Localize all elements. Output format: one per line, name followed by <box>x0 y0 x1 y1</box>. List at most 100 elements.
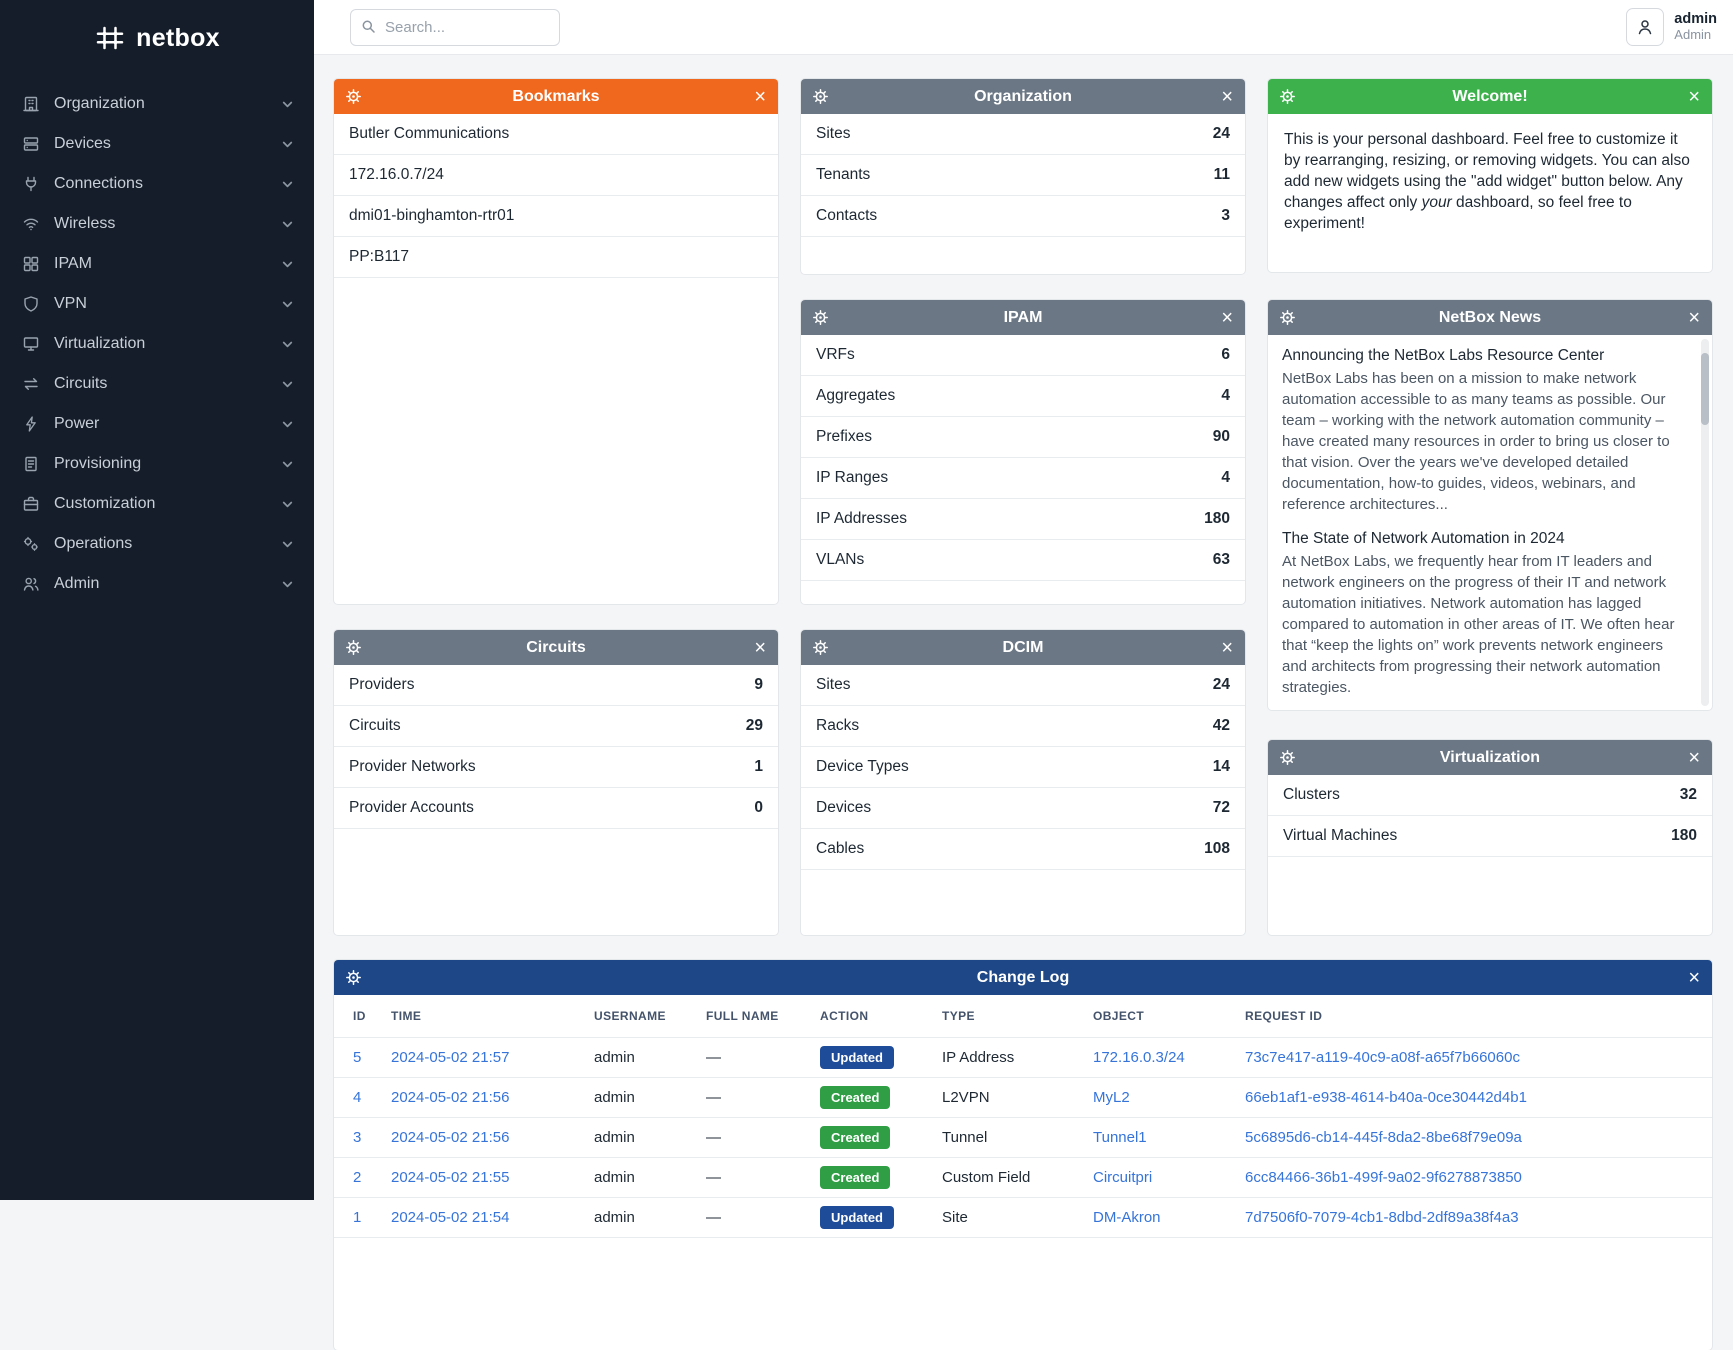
gear-icon[interactable] <box>1280 89 1295 104</box>
changelog-id-link[interactable]: 3 <box>353 1129 361 1146</box>
sidebar-item-admin[interactable]: Admin <box>0 564 314 604</box>
stat-row: Devices 72 <box>801 788 1245 829</box>
bookmark-item-dmi01-binghamton-rtr01[interactable]: dmi01-binghamton-rtr01 <box>334 196 778 237</box>
changelog-object-link[interactable]: MyL2 <box>1093 1089 1130 1106</box>
bookmarks-widget-header[interactable]: Bookmarks × <box>334 79 778 114</box>
circuits-widget: Circuits × Providers 9 Circuits 29 Provi… <box>334 630 778 935</box>
close-icon[interactable]: × <box>1688 308 1700 328</box>
sidebar-item-ipam[interactable]: IPAM <box>0 244 314 284</box>
changelog-request-link[interactable]: 73c7e417-a119-40c9-a08f-a65f7b66060c <box>1245 1049 1520 1066</box>
changelog-object-link[interactable]: Tunnel1 <box>1093 1129 1147 1146</box>
sidebar-item-label: Connections <box>54 175 143 193</box>
sidebar-item-vpn[interactable]: VPN <box>0 284 314 324</box>
changelog-id-link[interactable]: 5 <box>353 1049 361 1066</box>
close-icon[interactable]: × <box>1221 87 1233 107</box>
ipam-stats: VRFs 6 Aggregates 4 Prefixes 90 IP Range… <box>801 335 1245 604</box>
stat-label: Virtual Machines <box>1283 827 1397 845</box>
news-scrollbar-thumb[interactable] <box>1701 353 1709 425</box>
ipam-widget-header[interactable]: IPAM × <box>801 300 1245 335</box>
changelog-username: admin <box>594 1157 706 1197</box>
changelog-rows: 5 2024-05-02 21:57 admin — Updated IP Ad… <box>334 1037 1712 1237</box>
wifi-icon <box>22 215 40 233</box>
virtualization-widget-header[interactable]: Virtualization × <box>1268 740 1712 775</box>
changelog-object-link[interactable]: DM-Akron <box>1093 1209 1161 1226</box>
search-icon <box>361 19 376 34</box>
changelog-time-link[interactable]: 2024-05-02 21:54 <box>391 1209 509 1226</box>
gear-icon[interactable] <box>813 89 828 104</box>
news-article-body: At NetBox Labs, we frequently hear from … <box>1282 551 1688 698</box>
changelog-request-link[interactable]: 7d7506f0-7079-4cb1-8dbd-2df89a38f4a3 <box>1245 1209 1519 1226</box>
changelog-fullname: — <box>706 1157 820 1197</box>
search-input[interactable] <box>350 9 560 46</box>
chevron-down-icon <box>281 178 294 191</box>
stat-row: Provider Accounts 0 <box>334 788 778 829</box>
news-article-title[interactable]: The State of Network Automation in 2024 <box>1282 530 1688 548</box>
stat-value: 90 <box>1213 428 1230 446</box>
changelog-type: L2VPN <box>942 1077 1093 1117</box>
changelog-request-link[interactable]: 6cc84466-36b1-499f-9a02-9f6278873850 <box>1245 1169 1522 1186</box>
close-icon[interactable]: × <box>754 87 766 107</box>
sidebar-item-provisioning[interactable]: Provisioning <box>0 444 314 484</box>
changelog-time-link[interactable]: 2024-05-02 21:56 <box>391 1129 509 1146</box>
changelog-id-link[interactable]: 2 <box>353 1169 361 1186</box>
chevron-down-icon <box>281 498 294 511</box>
bookmark-item-172-16-0-7-24[interactable]: 172.16.0.7/24 <box>334 155 778 196</box>
organization-widget-header[interactable]: Organization × <box>801 79 1245 114</box>
changelog-object-link[interactable]: Circuitpri <box>1093 1169 1152 1186</box>
sidebar-item-circuits[interactable]: Circuits <box>0 364 314 404</box>
stat-label: Tenants <box>816 166 870 184</box>
close-icon[interactable]: × <box>1688 87 1700 107</box>
close-icon[interactable]: × <box>1688 748 1700 768</box>
server-icon <box>22 135 40 153</box>
welcome-widget-header[interactable]: Welcome! × <box>1268 79 1712 114</box>
changelog-object-link[interactable]: 172.16.0.3/24 <box>1093 1049 1185 1066</box>
gear-icon[interactable] <box>346 89 361 104</box>
changelog-id-link[interactable]: 4 <box>353 1089 361 1106</box>
gear-icon[interactable] <box>813 310 828 325</box>
action-badge: Updated <box>820 1046 894 1069</box>
widget-title: IPAM <box>801 309 1245 327</box>
stat-row: Sites 24 <box>801 665 1245 706</box>
gear-icon[interactable] <box>346 970 361 985</box>
sidebar-item-devices[interactable]: Devices <box>0 124 314 164</box>
gear-icon[interactable] <box>346 640 361 655</box>
close-icon[interactable]: × <box>1221 638 1233 658</box>
user-menu-button[interactable] <box>1626 8 1664 46</box>
changelog-widget-header[interactable]: Change Log × <box>334 960 1712 995</box>
changelog-time-link[interactable]: 2024-05-02 21:55 <box>391 1169 509 1186</box>
gear-icon[interactable] <box>813 640 828 655</box>
close-icon[interactable]: × <box>1688 968 1700 988</box>
search-wrap <box>350 9 560 46</box>
sidebar-item-operations[interactable]: Operations <box>0 524 314 564</box>
news-scrollbar[interactable] <box>1701 339 1709 706</box>
changelog-request-link[interactable]: 5c6895d6-cb14-445f-8da2-8be68f79e09a <box>1245 1129 1522 1146</box>
welcome-text-italic: your <box>1422 194 1452 211</box>
document-icon <box>22 455 40 473</box>
sidebar-item-power[interactable]: Power <box>0 404 314 444</box>
changelog-time-link[interactable]: 2024-05-02 21:57 <box>391 1049 509 1066</box>
bookmark-item-butler-communications[interactable]: Butler Communications <box>334 114 778 155</box>
close-icon[interactable]: × <box>754 638 766 658</box>
virtualization-widget: Virtualization × Clusters 32 Virtual Mac… <box>1268 740 1712 935</box>
widget-title: Change Log <box>334 969 1712 987</box>
netbox-logo[interactable]: netbox <box>0 0 314 58</box>
changelog-id-link[interactable]: 1 <box>353 1209 361 1226</box>
gear-icon[interactable] <box>1280 750 1295 765</box>
sidebar-item-customization[interactable]: Customization <box>0 484 314 524</box>
grid-icon <box>22 255 40 273</box>
circuits-widget-header[interactable]: Circuits × <box>334 630 778 665</box>
bookmark-item-pp-b117[interactable]: PP:B117 <box>334 237 778 278</box>
sidebar-item-virtualization[interactable]: Virtualization <box>0 324 314 364</box>
dcim-widget-header[interactable]: DCIM × <box>801 630 1245 665</box>
bookmark-label: PP:B117 <box>349 248 409 266</box>
changelog-time-link[interactable]: 2024-05-02 21:56 <box>391 1089 509 1106</box>
gear-icon[interactable] <box>1280 310 1295 325</box>
sidebar-item-organization[interactable]: Organization <box>0 84 314 124</box>
sidebar-item-connections[interactable]: Connections <box>0 164 314 204</box>
sidebar-item-wireless[interactable]: Wireless <box>0 204 314 244</box>
close-icon[interactable]: × <box>1221 308 1233 328</box>
news-article-title[interactable]: Announcing the NetBox Labs Resource Cent… <box>1282 347 1688 365</box>
stat-value: 42 <box>1213 717 1230 735</box>
news-widget-header[interactable]: NetBox News × <box>1268 300 1712 335</box>
changelog-request-link[interactable]: 66eb1af1-e938-4614-b40a-0ce30442d4b1 <box>1245 1089 1527 1106</box>
